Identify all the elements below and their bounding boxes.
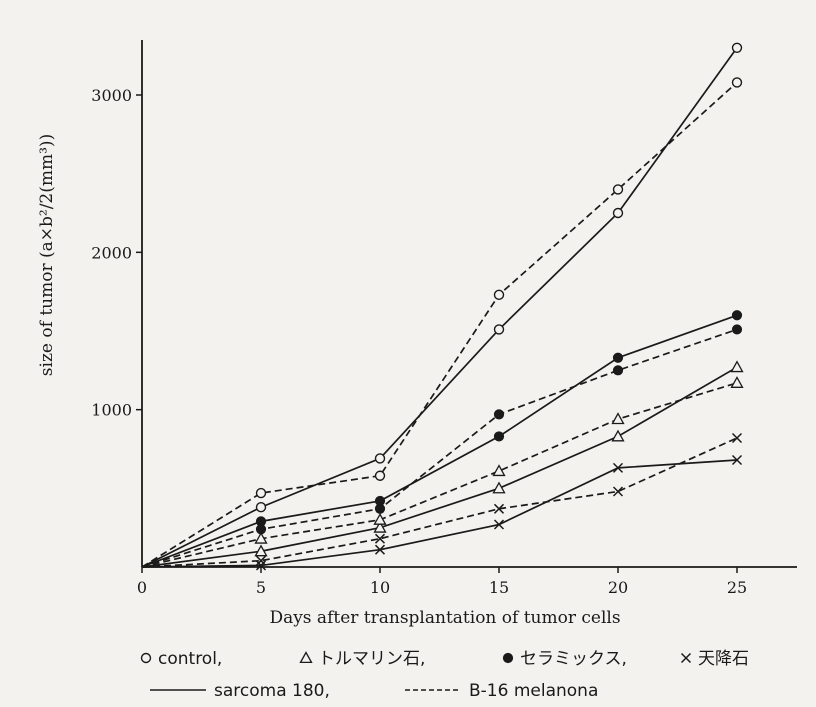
y-tick-label: 3000 [91, 86, 132, 105]
data-point-filled-circle [731, 324, 743, 335]
data-point-cross [731, 432, 743, 444]
series-lines [141, 47, 738, 568]
data-point-triangle [730, 376, 744, 388]
series-line-filled-circle-solid [141, 314, 738, 568]
data-point-open-circle [374, 453, 386, 464]
data-point-filled-circle [493, 431, 505, 442]
data-point-open-circle [374, 470, 386, 481]
x-axis-title: Days after transplantation of tumor cell… [269, 608, 620, 628]
data-point-filled-circle [493, 409, 505, 420]
y-axis-ticks: 1000 2000 3000 [91, 86, 142, 420]
series-line-cross-solid [141, 459, 738, 568]
x-tick-label: 25 [727, 578, 747, 597]
data-point-triangle [373, 512, 387, 525]
data-point-cross [255, 560, 267, 571]
data-point-filled-circle [502, 652, 514, 664]
data-point-cross [612, 462, 624, 473]
x-axis-ticks: 0 5 10 15 20 25 [137, 567, 747, 597]
legend-label: セラミックス, [520, 649, 627, 669]
legend-label: control, [158, 649, 222, 669]
data-point-open-circle [493, 324, 505, 335]
data-point-filled-circle [374, 503, 386, 514]
x-tick-label: 5 [256, 578, 266, 597]
axes [141, 40, 797, 568]
data-point-cross [255, 555, 267, 566]
y-tick-label: 1000 [91, 401, 132, 420]
x-tick-label: 10 [370, 578, 390, 597]
data-point-open-circle [612, 207, 624, 219]
legend: control, トルマリン石, セラミックス, 天降石 sarcoma 180, B-1… [140, 649, 749, 701]
data-point-open-circle [731, 42, 743, 53]
x-tick-label: 0 [137, 578, 147, 597]
data-point-triangle [492, 481, 506, 494]
data-point-triangle [730, 360, 744, 373]
data-point-triangle [254, 544, 268, 557]
data-point-filled-circle [731, 310, 743, 321]
y-axis-title: size of tumor (a×b²/2(mm³)) [37, 134, 57, 376]
legend-label: 天降石 [698, 649, 749, 669]
legend-label: トルマリン石, [318, 649, 425, 669]
data-point-triangle [299, 651, 313, 664]
y-tick-label: 2000 [91, 243, 132, 262]
legend-label: B-16 melanona [469, 681, 598, 701]
series-line-open-circle-dashed [141, 81, 738, 568]
data-point-filled-circle [612, 352, 624, 363]
data-point-cross [680, 652, 692, 664]
data-point-open-circle [255, 487, 267, 499]
data-point-open-circle [493, 289, 505, 301]
data-point-open-circle [612, 184, 624, 195]
x-tick-label: 15 [489, 578, 509, 597]
series-line-triangle-dashed [141, 382, 738, 568]
data-point-filled-circle [612, 365, 624, 376]
data-point-triangle [492, 464, 506, 477]
series-line-filled-circle-dashed [141, 328, 738, 568]
series-line-cross-dashed [141, 437, 738, 568]
series-line-open-circle-solid [141, 47, 738, 568]
data-point-open-circle [140, 652, 152, 664]
data-point-triangle [373, 520, 387, 533]
data-point-triangle [611, 412, 625, 425]
series-markers [254, 42, 744, 571]
data-point-cross [493, 503, 505, 514]
data-point-cross [374, 533, 386, 544]
legend-label: sarcoma 180, [214, 681, 330, 701]
data-point-cross [612, 486, 624, 497]
data-point-cross [493, 519, 505, 530]
data-point-open-circle [255, 502, 267, 513]
x-tick-label: 20 [608, 578, 628, 597]
data-point-triangle [611, 429, 625, 442]
data-point-triangle [254, 531, 268, 544]
data-point-cross [374, 544, 386, 555]
data-point-cross [731, 454, 743, 466]
data-point-open-circle [731, 77, 743, 88]
series-line-triangle-solid [141, 366, 738, 568]
